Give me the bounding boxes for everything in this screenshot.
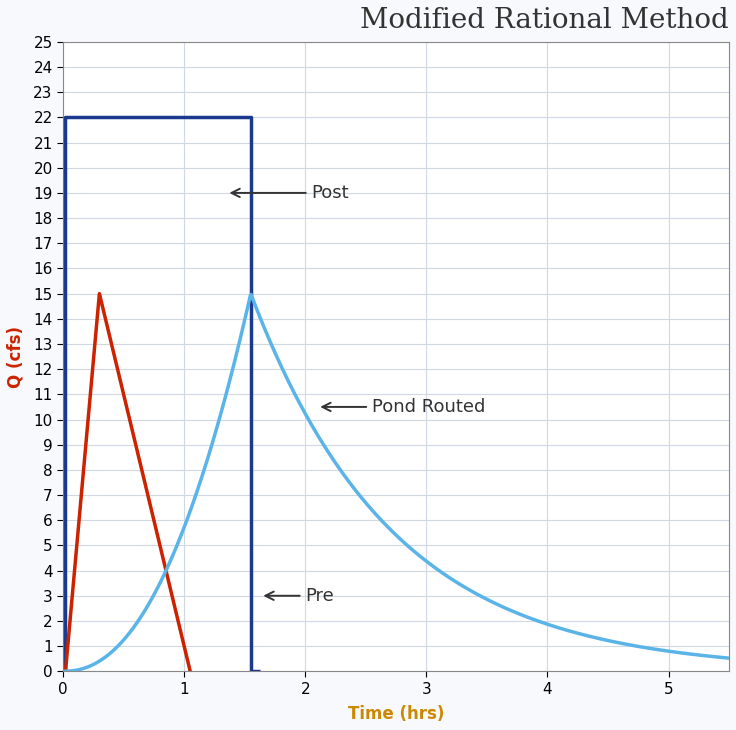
Text: Pre: Pre <box>266 587 334 604</box>
Y-axis label: Q (cfs): Q (cfs) <box>7 326 25 388</box>
Text: Modified Rational Method: Modified Rational Method <box>361 7 729 34</box>
Text: Pond Routed: Pond Routed <box>322 398 485 416</box>
Text: Post: Post <box>232 184 349 202</box>
X-axis label: Time (hrs): Time (hrs) <box>348 705 445 723</box>
